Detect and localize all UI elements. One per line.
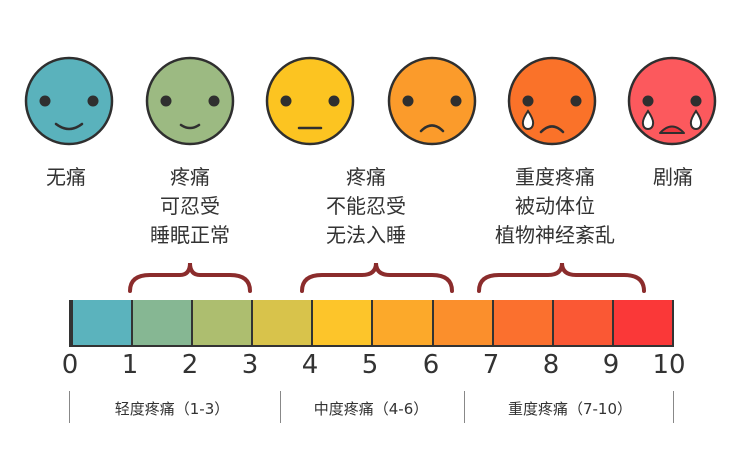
description-line: 可忍受 <box>160 194 220 218</box>
brace-moderate-icon <box>300 262 454 293</box>
scale-segment-1-2 <box>131 300 192 345</box>
smile-face-icon <box>24 56 114 146</box>
face-severe-pain <box>507 56 597 146</box>
tick-label: 3 <box>241 350 259 380</box>
sobbing-face-icon <box>627 56 717 146</box>
range-label-severe: 重度疼痛（7-10） <box>507 400 633 418</box>
description-line: 重度疼痛 <box>515 165 595 189</box>
scale-segment-4-5 <box>311 300 372 345</box>
description-line: 无法入睡 <box>326 223 406 247</box>
pain-scale-bar <box>69 300 674 347</box>
tick-label: 9 <box>602 350 620 380</box>
tick-label: 5 <box>361 350 379 380</box>
range-divider <box>69 391 70 423</box>
description-line: 无痛 <box>46 165 86 189</box>
scale-segment-5-6 <box>371 300 432 345</box>
tick-label: 0 <box>61 350 79 380</box>
scale-segment-6-7 <box>431 300 492 345</box>
description-worst-pain: 剧痛 <box>653 163 693 192</box>
scale-segment-3-4 <box>251 300 312 345</box>
tick-label: 4 <box>301 350 319 380</box>
frown-face-icon <box>387 56 477 146</box>
scale-segment-9-10 <box>611 300 672 345</box>
brace-severe-icon <box>477 262 646 293</box>
range-label-moderate: 中度疼痛（4-6） <box>313 400 429 418</box>
scale-segment-0-1 <box>71 300 132 345</box>
range-label-mild: 轻度疼痛（1-3） <box>114 400 230 418</box>
description-no-pain: 无痛 <box>46 163 86 192</box>
description-line: 剧痛 <box>653 165 693 189</box>
description-line: 睡眠正常 <box>150 223 230 247</box>
tick-label: 1 <box>121 350 139 380</box>
description-line: 疼痛 <box>170 165 210 189</box>
range-divider <box>673 391 674 423</box>
tick-label: 10 <box>652 350 686 380</box>
tick-label: 6 <box>422 350 440 380</box>
description-line: 疼痛 <box>346 165 386 189</box>
range-braces <box>128 262 646 293</box>
face-intolerable-pain <box>265 56 355 146</box>
tick-label: 8 <box>542 350 560 380</box>
neutral-face-icon <box>265 56 355 146</box>
face-no-pain <box>24 56 114 146</box>
range-divider <box>464 391 465 423</box>
face-tolerable-pain <box>145 56 235 146</box>
scale-segment-7-8 <box>491 300 552 345</box>
face-worst-pain <box>627 56 717 146</box>
scale-segment-2-3 <box>191 300 252 345</box>
description-mild-pain: 疼痛 可忍受 睡眠正常 <box>150 163 230 250</box>
range-divider <box>280 391 281 423</box>
crying-face-icon <box>507 56 597 146</box>
description-line: 不能忍受 <box>326 194 406 218</box>
scale-segment-8-9 <box>551 300 612 345</box>
tick-label: 7 <box>482 350 500 380</box>
tick-label: 2 <box>181 350 199 380</box>
slight-smile-face-icon <box>145 56 235 146</box>
face-worse-pain <box>387 56 477 146</box>
description-moderate-pain: 疼痛 不能忍受 无法入睡 <box>326 163 406 250</box>
brace-mild-icon <box>128 262 252 293</box>
description-line: 被动体位 <box>515 194 595 218</box>
description-severe-pain: 重度疼痛 被动体位 植物神经紊乱 <box>495 163 615 250</box>
description-line: 植物神经紊乱 <box>495 223 615 247</box>
